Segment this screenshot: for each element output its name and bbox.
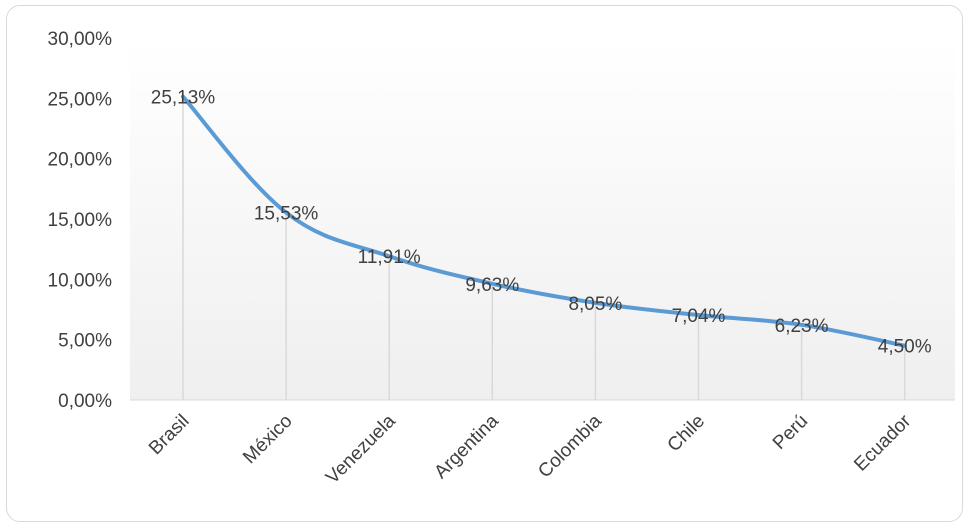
data-labels: 25,13% 15,53% 11,91% 9,63% 8,05% 7,04% 6,23% 4,…: [151, 88, 932, 358]
data-label: 15,53%: [254, 204, 319, 225]
data-label: 7,04%: [672, 306, 726, 327]
y-tick-label: 20,00%: [48, 150, 113, 171]
data-label: 9,63%: [465, 275, 519, 296]
data-label: 11,91%: [358, 247, 421, 268]
category-label: Chile: [664, 411, 709, 456]
y-tick-label: 25,00%: [48, 89, 113, 110]
y-tick-label: 5,00%: [58, 331, 112, 352]
drop-lines: [182, 96, 906, 400]
data-label: 25,13%: [151, 88, 216, 109]
plot-area: [130, 38, 955, 400]
data-label: 4,50%: [878, 337, 932, 358]
data-label: 8,05%: [568, 294, 622, 315]
category-label: México: [239, 411, 296, 468]
y-tick-label: 15,00%: [48, 210, 113, 231]
data-label: 6,23%: [775, 316, 829, 337]
y-axis: 0,00% 5,00% 10,00% 15,00% 20,00% 25,00% 30,00%: [48, 29, 113, 412]
category-label: Argentina: [430, 410, 503, 483]
category-label: Brasil: [145, 411, 193, 459]
category-label: Venezuela: [322, 410, 400, 488]
y-tick-label: 10,00%: [48, 270, 113, 291]
category-label: Perú: [769, 411, 812, 454]
y-tick-label: 0,00%: [58, 391, 112, 412]
category-label: Colombia: [534, 410, 606, 482]
series-line: [181, 94, 907, 348]
x-axis: Brasil México Venezuela Argentina Colombia Ch…: [145, 410, 916, 488]
y-tick-label: 30,00%: [48, 29, 113, 50]
category-label: Ecuador: [850, 410, 915, 475]
